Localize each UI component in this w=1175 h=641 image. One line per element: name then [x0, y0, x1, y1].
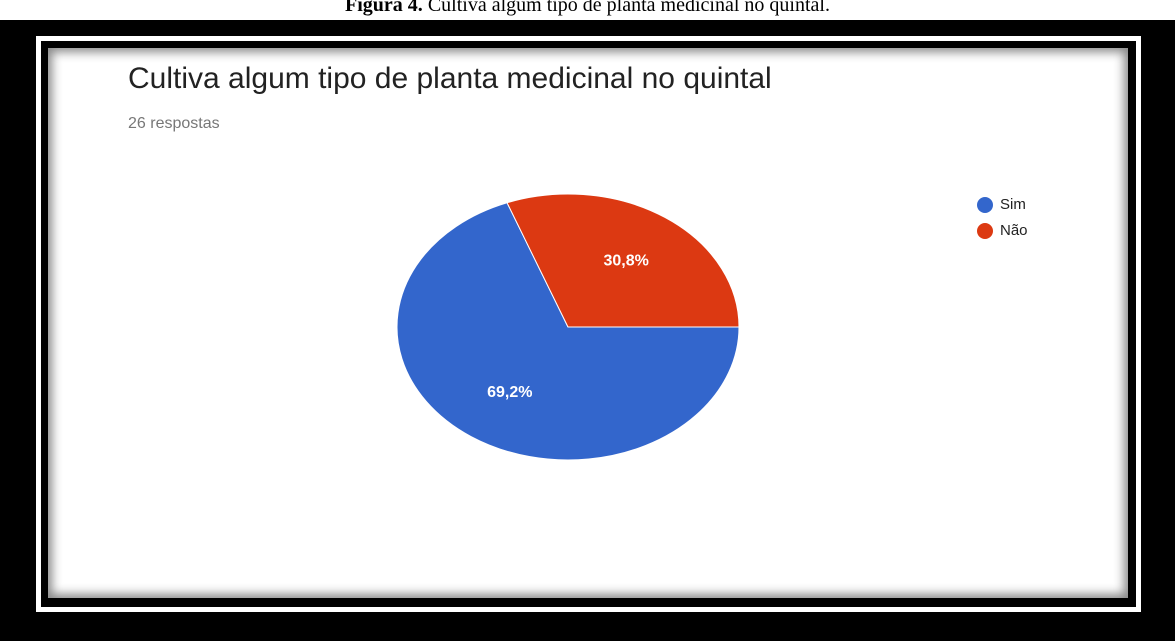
legend-label: Sim	[1000, 196, 1026, 213]
legend-swatch	[977, 223, 993, 239]
caption-text: Cultiva algum tipo de planta medicinal n…	[427, 0, 830, 16]
figure-caption: Figura 4. Cultiva algum tipo de planta m…	[0, 0, 1175, 17]
slice-label: 69,2%	[487, 384, 532, 401]
pie-slice	[396, 202, 740, 461]
chart-title: Cultiva algum tipo de planta medicinal n…	[128, 62, 772, 95]
legend-swatch	[977, 197, 993, 213]
caption-label: Figura 4.	[345, 0, 423, 16]
frame-border	[36, 36, 1141, 612]
legend-label: Não	[1000, 222, 1028, 239]
frame	[0, 20, 1175, 641]
pie-slice	[506, 193, 740, 328]
chart-subtitle: 26 respostas	[128, 115, 220, 132]
slice-label: 30,8%	[604, 253, 649, 270]
